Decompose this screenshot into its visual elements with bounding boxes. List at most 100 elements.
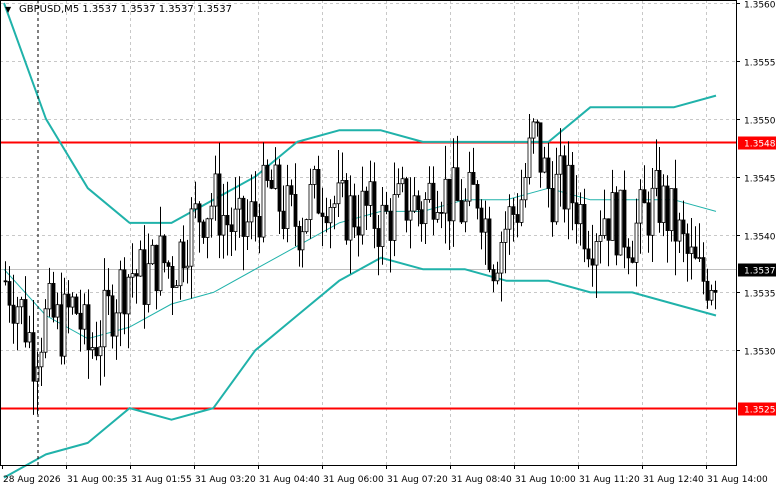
candle-body: [229, 224, 234, 233]
candle-body: [368, 181, 373, 206]
candle-body: [467, 171, 472, 202]
candle-body: [622, 189, 627, 248]
candle-body: [277, 164, 282, 212]
candle-body: [62, 293, 67, 357]
candle-body: [142, 249, 147, 305]
candle-body: [312, 168, 317, 185]
candle-body: [542, 157, 547, 173]
candle-body: [372, 181, 377, 229]
current-price-box: [738, 263, 776, 277]
candle-body: [630, 257, 635, 263]
candle-body: [538, 122, 543, 173]
candle-body: [86, 304, 91, 351]
candle-body: [348, 195, 353, 241]
candle-body: [316, 168, 321, 214]
candle-body: [598, 235, 603, 242]
level-price-label: 1.3525: [744, 406, 776, 416]
candle-body: [463, 200, 468, 223]
candle-body: [578, 203, 583, 225]
candle-body: [166, 262, 171, 267]
candle-body: [225, 214, 230, 226]
bollinger-bands[interactable]: [3, 2, 717, 479]
candle-body: [257, 215, 262, 238]
price-tick-label: 1.3550: [744, 117, 776, 127]
candle-body: [431, 182, 436, 220]
candle-body: [673, 188, 678, 242]
time-axis[interactable]: 28 Aug 2026 31 Aug 00:35 31 Aug 01:55 31 Au…: [2, 465, 768, 485]
candle-body: [209, 205, 214, 220]
candle-body: [308, 183, 313, 220]
level-price-box: [738, 402, 776, 416]
candle-body: [546, 157, 551, 189]
candle-body: [408, 210, 413, 221]
candle-body: [439, 211, 444, 214]
candle-body: [233, 208, 238, 233]
candle-body: [646, 202, 651, 236]
candle-body: [435, 211, 440, 220]
bollinger-lower-line[interactable]: [3, 256, 717, 479]
candle-body: [685, 233, 690, 254]
candle-body: [55, 304, 60, 318]
candle-body: [523, 177, 528, 201]
candle-body: [614, 192, 619, 256]
candle-body: [150, 244, 155, 265]
candle-body: [610, 192, 615, 241]
candle-body: [590, 258, 595, 266]
candle-body: [657, 169, 662, 223]
bollinger-middle-line[interactable]: [3, 187, 717, 340]
price-axis[interactable]: 1.3560 1.3555 1.3550 1.3545 1.3540 1.3535 1.35…: [736, 1, 776, 416]
candle-body: [634, 222, 639, 263]
candle-body: [495, 272, 500, 282]
candle-body: [213, 173, 218, 207]
candle-body: [110, 295, 115, 337]
candle-body: [511, 206, 516, 215]
candle-body: [626, 246, 631, 259]
open-value: 1.3537: [82, 4, 118, 15]
candle-body: [23, 299, 28, 343]
symbol-label: GBPUSD,M5: [19, 4, 80, 15]
candle-body: [70, 296, 75, 308]
close-value: 1.3537: [196, 4, 232, 15]
time-tick-label: 31 Aug 00:35: [67, 475, 128, 485]
candle-body: [245, 221, 250, 237]
candle-body: [705, 280, 710, 301]
level-price-box: [738, 136, 776, 150]
candle-body: [320, 212, 325, 217]
candle-body: [471, 171, 476, 185]
candle-body: [221, 214, 226, 236]
candle-body: [594, 241, 599, 266]
candle-body: [400, 178, 405, 185]
candle-body: [499, 241, 504, 274]
candle-body: [122, 269, 127, 315]
candle-body: [269, 179, 274, 189]
level-price-label: 1.3548: [744, 140, 776, 150]
candle-body: [713, 289, 718, 293]
chart-title: GBPUSD,M5 1.3537 1.3537 1.3537 1.3537: [19, 4, 232, 15]
candle-body: [669, 188, 674, 232]
candle-body: [582, 203, 587, 250]
candle-body: [416, 195, 421, 211]
candle-body: [94, 347, 99, 357]
candle-body: [364, 190, 369, 206]
candle-body: [681, 219, 686, 235]
candle-body: [185, 265, 190, 269]
candle-body: [455, 167, 460, 201]
low-value: 1.3537: [158, 4, 194, 15]
bollinger-upper-line[interactable]: [3, 2, 717, 224]
triangle-down-icon[interactable]: ▼: [5, 5, 12, 14]
candle-body: [126, 276, 131, 315]
candles[interactable]: [3, 114, 718, 415]
candle-body: [709, 289, 714, 301]
candle-body: [300, 231, 305, 251]
candle-body: [697, 257, 702, 260]
candle-body: [59, 304, 64, 357]
candle-body: [388, 210, 393, 241]
candle-body: [654, 169, 659, 189]
candle-body: [265, 164, 270, 181]
candle-body: [82, 304, 87, 330]
candle-body: [412, 195, 417, 212]
candle-body: [602, 218, 607, 236]
time-tick-label: 31 Aug 07:20: [387, 475, 448, 485]
